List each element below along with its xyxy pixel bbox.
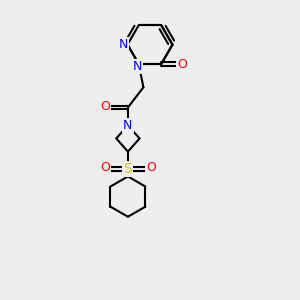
Text: O: O	[100, 100, 110, 113]
Text: O: O	[177, 58, 187, 70]
Text: N: N	[133, 60, 142, 73]
Text: N: N	[119, 38, 128, 51]
Text: S: S	[124, 162, 132, 176]
Text: N: N	[123, 119, 133, 132]
Text: O: O	[146, 161, 156, 174]
Text: O: O	[100, 161, 110, 174]
